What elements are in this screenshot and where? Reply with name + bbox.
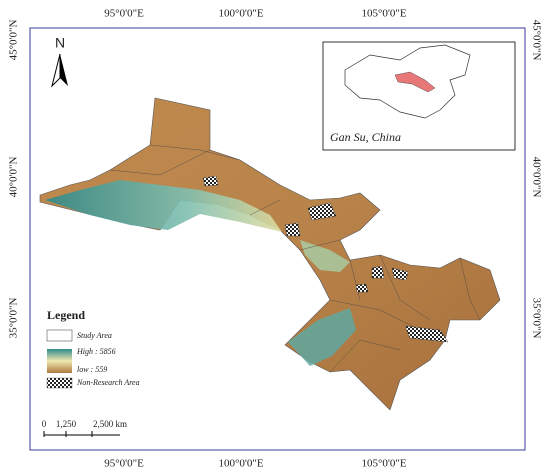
legend-swatch [46,377,73,389]
scale-bar [43,431,120,437]
scale-label: 0 [42,419,47,429]
graticule-label: 45°0'0"N [8,20,20,61]
graticule-label: 35°0'0"N [530,298,542,339]
high-elevation [45,180,282,232]
scale-label: 2,500 km [93,419,127,429]
graticule-label: 40°0'0"N [8,157,20,198]
graticule-label: 105°0'0"E [361,8,406,20]
inset-caption: Gan Su, China [330,130,401,144]
non-research-area [202,175,449,343]
legend-swatch [47,349,72,373]
gansu-highlight [394,71,436,93]
legend-item: Study Area [77,331,112,340]
legend-swatch [46,329,73,342]
graticule-label: 100°0'0"E [218,458,263,470]
legend-item: High : 5856 [76,347,116,356]
scale-label: 1,250 [56,419,77,429]
graticule-labels: 95°0'0"E 100°0'0"E 105°0'0"E 95°0'0"E 100°0'… [8,8,543,470]
high-elevation [288,308,356,366]
north-arrow [60,54,68,86]
graticule-label: 35°0'0"N [8,298,20,339]
legend-item: low : 559 [77,365,107,374]
north-label: N [55,35,65,51]
graticule-label: 45°0'0"N [530,20,542,61]
graticule-label: 100°0'0"E [218,8,263,20]
graticule-label: 95°0'0"E [104,8,144,20]
graticule-label: 95°0'0"E [104,458,144,470]
legend-title: Legend [47,308,85,322]
high-elevation [300,240,350,272]
county-borders [109,144,481,373]
graticule-label: 40°0'0"N [530,157,542,198]
graticule-label: 105°0'0"E [361,458,406,470]
legend-item: Non-Research Area [76,378,140,387]
